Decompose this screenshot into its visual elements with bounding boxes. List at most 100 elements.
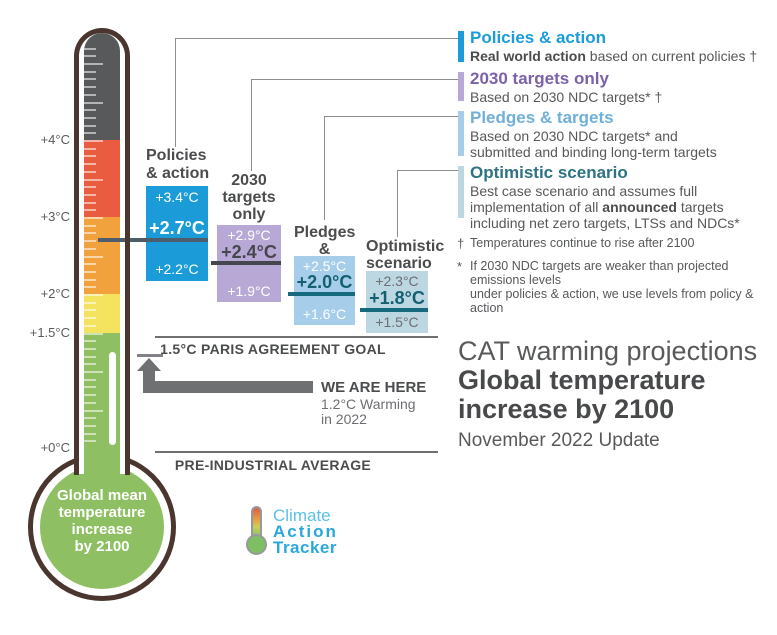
bar-optimistic-central-line (360, 308, 428, 312)
thermometer-tick (84, 270, 96, 273)
axis-tick-0c: +0°C (40, 440, 70, 455)
connector-pledges (324, 116, 458, 220)
chart-kicker: CAT warming projections (458, 336, 758, 366)
we-are-here-arrow-bar (143, 381, 313, 393)
thermometer-tick (84, 317, 96, 320)
thermometer-tick (84, 63, 103, 65)
tube-gap-right (120, 448, 125, 474)
thermometer-tick (84, 116, 96, 119)
legend-title-pledges: Pledges & targets (470, 108, 614, 127)
thermometer-tick (84, 217, 103, 219)
connector-policies (175, 38, 458, 147)
bar-pledges: +2.5°C +2.0°C +1.6°C (294, 256, 355, 325)
bar-policies: +3.4°C +2.7°C +2.2°C (146, 186, 208, 281)
bar-label-policies: Policies & action (146, 147, 210, 182)
thermometer-tick (84, 232, 96, 235)
bar-label-2030-targets: 2030 targets only (222, 172, 276, 223)
paris-goal-label: 1.5°C PARIS AGREEMENT GOAL (160, 341, 386, 357)
bar-pledges-central-line (288, 292, 355, 296)
thermometer-tick (84, 147, 96, 150)
thermometer-tick (84, 93, 96, 96)
footnote-dagger-text: Temperatures continue to rise after 2100 (470, 236, 695, 250)
legend-body-policies: Real world action based on current polic… (470, 48, 758, 64)
legend-body-pledges: Based on 2030 NDC targets* and submitted… (470, 128, 717, 160)
logo-text-action: Action (273, 522, 338, 541)
thermometer-tick (84, 209, 96, 212)
chart-update-date: November 2022 Update (458, 430, 660, 451)
pre-industrial-label: PRE-INDUSTRIAL AVERAGE (174, 457, 372, 473)
thermometer-tick (84, 332, 103, 335)
footnote-dagger-marker: † (457, 236, 465, 251)
legend-swatch-optimistic (458, 166, 464, 218)
bar-pledges-high: +2.5°C (302, 258, 347, 274)
axis-tick-2c: +2°C (40, 286, 70, 301)
thermometer-tick (84, 70, 96, 73)
thermometer-tick (84, 286, 96, 289)
current-level-dash (137, 354, 163, 357)
pre-industrial-line (155, 451, 438, 453)
legend-title-2030-targets: 2030 targets only (470, 69, 609, 88)
thermometer-tick (84, 101, 103, 104)
thermometer-tick (84, 301, 96, 304)
footnote-asterisk-text: If 2030 NDC targets are weaker than proj… (470, 259, 754, 315)
bar-label-optimistic: Optimistic scenario (366, 238, 445, 272)
thermometer-tick (84, 124, 96, 127)
thermometer-tick (84, 163, 96, 166)
band-1p5-2c (84, 294, 120, 333)
thermometer-tick (84, 309, 96, 312)
thermometer-tick (84, 263, 96, 266)
bar-optimistic-low: +1.5°C (375, 314, 419, 330)
thermometer-bulb (40, 465, 164, 589)
thermometer-tube (84, 33, 120, 473)
bar-optimistic-central: +1.8°C (369, 288, 425, 308)
thermometer-tick (84, 132, 96, 135)
thermometer-tick (84, 409, 103, 412)
legend-swatch-pledges (458, 111, 464, 156)
legend-title-policies: Policies & action (470, 28, 607, 47)
thermometer-tick (84, 294, 103, 296)
thermometer-tick (84, 140, 103, 142)
footnote-asterisk-marker: * (457, 259, 463, 274)
bar-policies-low: +2.2°C (155, 261, 199, 277)
thermometer-tick (84, 355, 96, 358)
axis-tick-4c: +4°C (40, 132, 70, 147)
bar-2030-low: +1.9°C (227, 283, 271, 299)
bar-2030-high: +2.9°C (227, 227, 271, 243)
logo-thermometer-bulb-icon (246, 534, 267, 555)
thermometer-tick (84, 278, 96, 281)
thermometer-tick (84, 371, 103, 373)
thermometer-tick (84, 186, 96, 189)
connector-2030-targets (251, 79, 458, 171)
thermometer-tick (84, 340, 96, 343)
thermometer-tick (84, 324, 96, 327)
axis-tick-1p5c: +1.5°C (29, 325, 70, 340)
thermometer-tick (84, 55, 96, 58)
thermometer-tick (84, 86, 96, 89)
thermometer-tick (84, 378, 96, 381)
we-are-here-label: WE ARE HERE (321, 379, 427, 396)
thermometer-tick (84, 347, 96, 350)
legend-swatch-2030-targets (458, 72, 464, 101)
thermometer-tick (84, 224, 96, 227)
bar-optimistic: +2.3°C +1.8°C +1.5°C (366, 271, 428, 333)
thermometer-tick (84, 47, 96, 50)
logo-text-tracker: Tracker (273, 538, 337, 557)
thermometer-tick (84, 363, 96, 366)
legend-body-optimistic: Best case scenario and assumes full impl… (470, 183, 740, 231)
thermometer-tick (84, 109, 96, 112)
current-warming-stripe (109, 352, 116, 445)
thermometer-tick (84, 440, 96, 443)
thermometer-tick (84, 394, 96, 397)
thermometer-tick (84, 240, 96, 243)
thermometer-tick (84, 178, 103, 181)
paris-goal-line (155, 336, 438, 338)
axis-tick-3c: +3°C (40, 209, 70, 224)
legend-body-2030-targets: Based on 2030 NDC targets* † (470, 89, 663, 105)
thermometer-tick (84, 170, 96, 173)
connector-optimistic (397, 170, 458, 237)
thermometer-tick (84, 432, 96, 435)
bar-2030-central-line (211, 261, 281, 265)
thermometer-tick (84, 78, 96, 81)
thermometer-tick (84, 417, 96, 420)
